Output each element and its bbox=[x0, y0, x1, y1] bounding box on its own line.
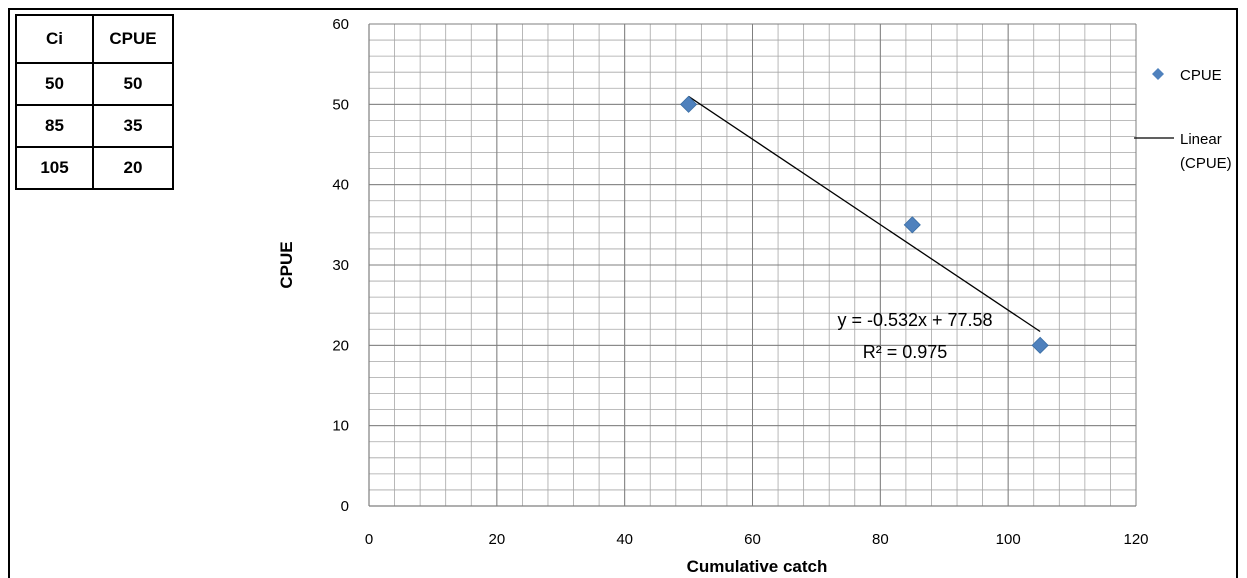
data-point bbox=[680, 95, 698, 113]
data-point bbox=[1031, 336, 1049, 354]
y-tick-label: 20 bbox=[332, 337, 349, 354]
table-cell: 50 bbox=[15, 62, 94, 106]
y-tick-label: 30 bbox=[332, 257, 349, 274]
legend: CPUE Linear (CPUE) bbox=[1134, 67, 1232, 172]
data-points bbox=[680, 95, 1049, 354]
axes bbox=[368, 24, 1136, 507]
y-axis-title: CPUE bbox=[277, 241, 296, 288]
x-tick-label: 120 bbox=[1123, 531, 1148, 548]
legend-label-cpue: CPUE bbox=[1180, 67, 1222, 84]
y-tick-label: 50 bbox=[332, 96, 349, 113]
trendline-layer bbox=[688, 95, 1041, 333]
table-row: 50 50 bbox=[15, 62, 174, 106]
table-row: 85 35 bbox=[15, 104, 174, 148]
x-tick-label: 0 bbox=[365, 531, 373, 548]
x-axis-title: Cumulative catch bbox=[687, 557, 828, 576]
figure-frame bbox=[8, 8, 1238, 578]
x-tick-label: 40 bbox=[616, 531, 633, 548]
data-point bbox=[903, 216, 921, 234]
x-tick-label: 80 bbox=[872, 531, 889, 548]
x-tick-label: 60 bbox=[744, 531, 761, 548]
x-tick-label: 20 bbox=[488, 531, 505, 548]
table-cell: 105 bbox=[15, 146, 94, 190]
y-tick-label: 40 bbox=[332, 177, 349, 194]
x-tick-label: 100 bbox=[996, 531, 1021, 548]
major-gridlines bbox=[368, 23, 1137, 507]
table-row: 105 20 bbox=[15, 146, 174, 190]
trendline bbox=[688, 95, 1041, 333]
legend-label-linear-cont: (CPUE) bbox=[1180, 155, 1232, 172]
table-header-cpue: CPUE bbox=[92, 14, 174, 64]
table-cell: 20 bbox=[92, 146, 174, 190]
trendline-equation: y = -0.532x + 77.58 bbox=[837, 310, 992, 330]
y-tick-label: 0 bbox=[341, 498, 349, 515]
table-header-row: Ci CPUE bbox=[15, 14, 174, 64]
y-tick-label: 10 bbox=[332, 418, 349, 435]
legend-label-linear: Linear bbox=[1180, 131, 1222, 148]
tick-labels: 0 20 40 60 80 100 120 0 10 20 30 40 50 60 bbox=[332, 16, 1148, 548]
y-tick-label: 60 bbox=[332, 16, 349, 33]
r-squared-label: R² = 0.975 bbox=[863, 342, 948, 362]
table-cell: 35 bbox=[92, 104, 174, 148]
table-cell: 85 bbox=[15, 104, 94, 148]
legend-marker-cpue bbox=[1152, 68, 1164, 80]
data-table: Ci CPUE 50 50 85 35 105 20 bbox=[15, 14, 174, 190]
table-cell: 50 bbox=[92, 62, 174, 106]
table-header-ci: Ci bbox=[15, 14, 94, 64]
